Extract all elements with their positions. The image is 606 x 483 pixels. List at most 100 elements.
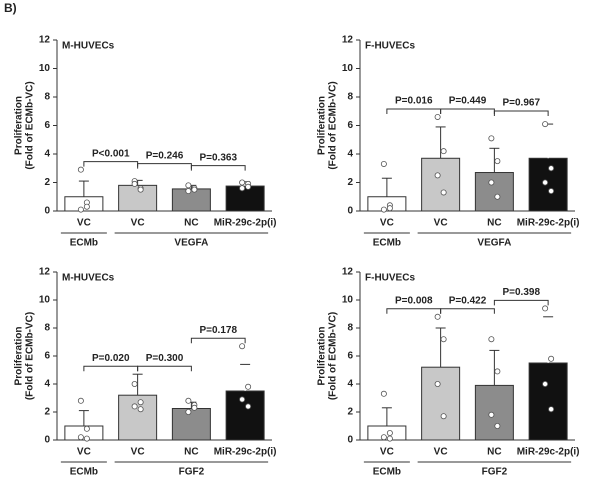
y-tick-label: 2 bbox=[347, 407, 353, 418]
data-point bbox=[542, 380, 549, 387]
data-point bbox=[542, 179, 549, 186]
x-tick-label: NC bbox=[487, 218, 501, 229]
data-point bbox=[386, 429, 393, 436]
data-point bbox=[137, 399, 144, 406]
significance-label: P=0.363 bbox=[199, 152, 237, 163]
panel-title: F-HUVECs bbox=[365, 273, 415, 284]
significance-label: P=0.008 bbox=[395, 295, 433, 306]
significance-bracket bbox=[190, 165, 246, 171]
group-label: ECMb bbox=[70, 467, 98, 478]
x-tick-label: NC bbox=[184, 447, 198, 458]
x-tick-label: MiR-29c-2p(i) bbox=[517, 218, 580, 229]
x-tick-label: VC bbox=[131, 218, 145, 229]
y-tick-label: 12 bbox=[39, 35, 51, 46]
group-label: VEGFA bbox=[477, 238, 511, 249]
bar bbox=[64, 196, 104, 212]
y-tick-label: 0 bbox=[44, 435, 50, 446]
x-tick-label: VC bbox=[77, 447, 91, 458]
data-point bbox=[548, 406, 555, 413]
significance-bracket bbox=[190, 337, 246, 344]
y-tick-label: 0 bbox=[347, 435, 353, 446]
y-tick-label: 12 bbox=[342, 35, 354, 46]
data-point bbox=[494, 158, 501, 165]
significance-label: P=0.422 bbox=[449, 295, 487, 306]
significance-label: P=0.967 bbox=[502, 98, 540, 109]
y-tick-label: 6 bbox=[44, 351, 50, 362]
bar bbox=[171, 408, 211, 441]
y-axis-label: Proliferation bbox=[14, 96, 25, 155]
data-point bbox=[239, 343, 246, 350]
data-point bbox=[386, 435, 393, 442]
x-tick-label: NC bbox=[184, 218, 198, 229]
data-point bbox=[245, 183, 252, 190]
bar bbox=[367, 196, 407, 212]
bar bbox=[528, 362, 568, 441]
x-tick-label: VC bbox=[77, 218, 91, 229]
y-tick-label: 12 bbox=[342, 267, 354, 278]
data-point bbox=[77, 206, 84, 213]
x-tick-label: VC bbox=[380, 218, 394, 229]
y-tick-label: 2 bbox=[44, 407, 50, 418]
x-tick-label: VC bbox=[434, 447, 448, 458]
bar bbox=[118, 394, 158, 441]
y-tick-label: 0 bbox=[44, 206, 50, 217]
data-point bbox=[239, 179, 246, 186]
x-tick-label: VC bbox=[434, 218, 448, 229]
data-point bbox=[440, 148, 447, 155]
y-axis-label: Proliferation bbox=[317, 96, 328, 155]
panel-title: F-HUVECs bbox=[365, 41, 415, 52]
data-point bbox=[488, 179, 495, 186]
data-point bbox=[239, 185, 246, 192]
y-tick-label: 6 bbox=[347, 351, 353, 362]
data-point bbox=[542, 121, 549, 128]
data-point bbox=[434, 113, 441, 120]
significance-label: P=0.449 bbox=[449, 96, 487, 107]
data-point bbox=[440, 189, 447, 196]
y-tick-label: 6 bbox=[44, 120, 50, 131]
data-point bbox=[380, 206, 387, 213]
y-tick-label: 8 bbox=[44, 323, 50, 334]
significance-bracket bbox=[83, 161, 139, 167]
data-point bbox=[542, 305, 549, 312]
group-label: FGF2 bbox=[179, 467, 205, 478]
bar bbox=[225, 185, 265, 212]
y-axis-label: Proliferation bbox=[317, 327, 328, 386]
significance-bracket bbox=[137, 365, 192, 372]
data-point bbox=[245, 403, 252, 410]
data-point bbox=[548, 188, 555, 195]
significance-bracket bbox=[493, 110, 549, 116]
data-point bbox=[548, 355, 555, 362]
y-tick-label: 10 bbox=[342, 295, 354, 306]
data-point bbox=[440, 336, 447, 343]
bar bbox=[474, 172, 514, 212]
x-tick-label: NC bbox=[487, 447, 501, 458]
y-axis-label: (Fold of ECMb-VC) bbox=[328, 81, 339, 169]
data-point bbox=[239, 396, 246, 403]
data-point bbox=[83, 203, 90, 210]
significance-bracket bbox=[137, 163, 192, 169]
significance-bracket bbox=[83, 365, 139, 372]
x-tick-label: MiR-29c-2p(i) bbox=[517, 447, 580, 458]
data-point bbox=[191, 186, 198, 193]
data-point bbox=[434, 380, 441, 387]
y-axis-label: (Fold of ECMb-VC) bbox=[25, 81, 36, 169]
data-point bbox=[77, 166, 84, 173]
significance-label: P=0.178 bbox=[199, 325, 237, 336]
data-point bbox=[131, 403, 138, 410]
data-point bbox=[77, 434, 84, 441]
data-point bbox=[185, 397, 192, 404]
data-point bbox=[185, 182, 192, 189]
data-point bbox=[245, 383, 252, 390]
significance-label: P=0.246 bbox=[146, 150, 184, 161]
y-axis-label: (Fold of ECMb-VC) bbox=[328, 312, 339, 400]
y-axis-label: (Fold of ECMb-VC) bbox=[25, 312, 36, 400]
group-label: ECMb bbox=[373, 467, 401, 478]
significance-label: P=0.016 bbox=[395, 96, 433, 107]
x-tick-label: VC bbox=[380, 447, 394, 458]
y-tick-label: 12 bbox=[39, 267, 51, 278]
x-tick-label: MiR-29c-2p(i) bbox=[214, 218, 277, 229]
y-tick-label: 2 bbox=[347, 177, 353, 188]
y-tick-label: 10 bbox=[39, 63, 51, 74]
data-point bbox=[131, 380, 138, 387]
